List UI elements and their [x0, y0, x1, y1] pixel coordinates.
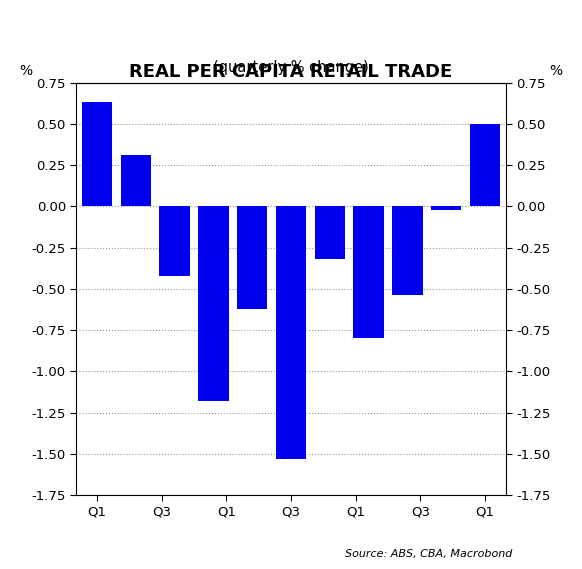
- Bar: [315, 207, 345, 259]
- Text: Source: ABS, CBA, Macrobond: Source: ABS, CBA, Macrobond: [345, 549, 512, 559]
- Bar: [198, 207, 229, 401]
- Bar: [431, 207, 462, 209]
- Bar: [470, 124, 500, 207]
- Bar: [159, 207, 190, 275]
- Bar: [82, 102, 112, 207]
- Title: REAL PER CAPITA RETAIL TRADE: REAL PER CAPITA RETAIL TRADE: [129, 63, 453, 81]
- Text: %: %: [549, 64, 562, 79]
- Bar: [276, 207, 306, 459]
- Bar: [392, 207, 423, 295]
- Bar: [120, 155, 151, 207]
- Bar: [353, 207, 384, 339]
- Text: (quarterly % change): (quarterly % change): [213, 60, 369, 75]
- Text: %: %: [20, 64, 33, 79]
- Bar: [237, 207, 267, 308]
